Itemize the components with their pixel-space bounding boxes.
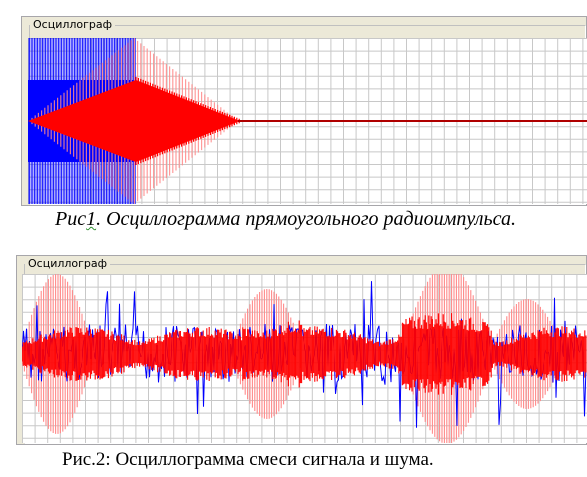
caption-1-prefix: Рис: [55, 208, 87, 230]
red-streaks: [135, 77, 240, 165]
radio-pulse-waveform: [28, 38, 587, 204]
radio-pulse-trace: [28, 38, 587, 204]
oscilloscope-title-1: Осциллограф: [30, 18, 116, 32]
caption-1-text: . Осциллограмма прямоугольного радиоимпу…: [96, 208, 516, 230]
caption-1-number: 1: [86, 208, 97, 230]
signal-noise-waveform: [22, 274, 587, 443]
signal-noise-trace: [22, 274, 587, 443]
signal-trace: [22, 313, 587, 395]
figure-caption-1: Рис1. Осциллограмма прямоугольного радио…: [55, 208, 516, 231]
oscilloscope-screen-1: [28, 38, 587, 204]
figure-caption-2: Рис.2: Осциллограмма смеси сигнала и шум…: [62, 449, 434, 470]
oscilloscope-title-2: Осциллограф: [25, 257, 111, 271]
oscilloscope-screen-2: [22, 274, 587, 443]
